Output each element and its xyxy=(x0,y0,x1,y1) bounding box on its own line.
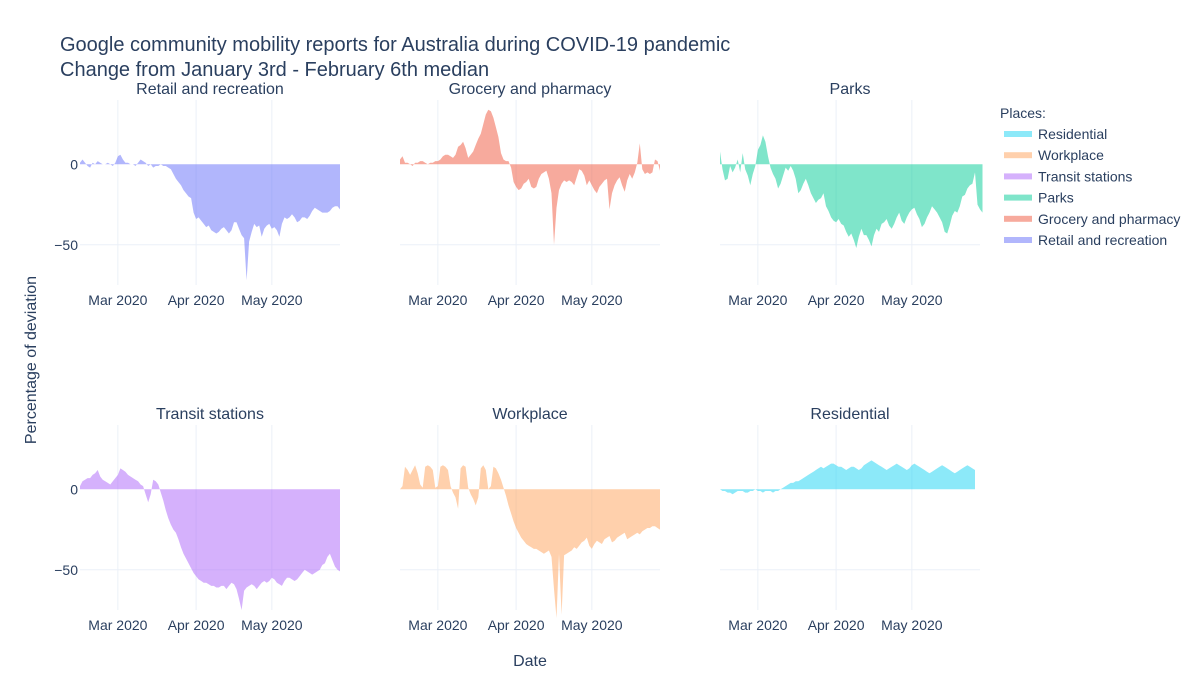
legend-swatch xyxy=(1004,194,1032,201)
y-tick-label: −50 xyxy=(54,237,78,253)
panel-parks: Mar 2020 Apr 2020 May 2020 Parks xyxy=(720,81,983,308)
legend-title: Places: xyxy=(1000,105,1046,121)
y-tick-label: −50 xyxy=(54,562,78,578)
panel-grocery-and-pharmacy: Mar 2020 Apr 2020 May 2020 Grocery and phar… xyxy=(400,81,660,308)
x-tick-label: Apr 2020 xyxy=(808,617,865,633)
legend-label: Retail and recreation xyxy=(1038,232,1167,248)
subplot-title: Transit stations xyxy=(156,406,264,423)
legend-label: Parks xyxy=(1038,190,1074,206)
y-axis-title: Percentage of deviation xyxy=(23,276,40,444)
area-series-workplace xyxy=(400,465,660,618)
area-series-retail-and-recreation xyxy=(80,154,340,281)
legend-item-retail-and-recreation: Retail and recreation xyxy=(1004,232,1167,248)
legend-swatch xyxy=(1004,173,1032,180)
x-tick-label: Apr 2020 xyxy=(168,617,225,633)
panel-transit-stations: Mar 2020 Apr 2020 May 2020 0 −50 Transit stat… xyxy=(54,406,340,633)
legend-swatch xyxy=(1004,215,1032,222)
legend-item-residential: Residential xyxy=(1004,126,1107,142)
x-tick-label: Apr 2020 xyxy=(168,292,225,308)
subplot-title: Retail and recreation xyxy=(136,81,284,98)
x-tick-label: Mar 2020 xyxy=(408,617,467,633)
legend-item-workplace: Workplace xyxy=(1004,147,1104,163)
x-axis-title: Date xyxy=(513,653,547,670)
legend-label: Transit stations xyxy=(1038,168,1132,184)
y-tick-label: 0 xyxy=(70,481,78,497)
chart-title: Google community mobility reports for Au… xyxy=(60,34,730,56)
legend-item-transit-stations: Transit stations xyxy=(1004,168,1132,184)
area-series-grocery-and-pharmacy xyxy=(400,109,660,245)
chart-subtitle: Change from January 3rd - February 6th m… xyxy=(60,59,489,81)
legend-label: Grocery and pharmacy xyxy=(1038,211,1180,227)
subplot-grid: Mar 2020 Apr 2020 May 2020 0 −50 Retail and r… xyxy=(54,81,983,633)
legend-swatch xyxy=(1004,131,1032,137)
x-tick-label: Apr 2020 xyxy=(808,292,865,308)
x-tick-label: May 2020 xyxy=(561,292,623,308)
x-tick-label: May 2020 xyxy=(881,292,943,308)
legend-swatch xyxy=(1004,152,1032,159)
x-tick-label: May 2020 xyxy=(881,617,943,633)
x-tick-label: Mar 2020 xyxy=(728,617,787,633)
x-tick-label: Mar 2020 xyxy=(408,292,467,308)
x-tick-label: May 2020 xyxy=(561,617,623,633)
legend-item-parks: Parks xyxy=(1004,190,1074,206)
legend-item-grocery-and-pharmacy: Grocery and pharmacy xyxy=(1004,211,1180,227)
y-tick-label: 0 xyxy=(70,156,78,172)
subplot-title: Grocery and pharmacy xyxy=(449,81,612,98)
area-series-transit-stations xyxy=(80,468,340,610)
legend-label: Workplace xyxy=(1038,147,1104,163)
x-tick-label: Mar 2020 xyxy=(88,617,147,633)
x-tick-label: Apr 2020 xyxy=(488,292,545,308)
x-tick-label: May 2020 xyxy=(241,617,303,633)
x-tick-label: May 2020 xyxy=(241,292,303,308)
panel-workplace: Mar 2020 Apr 2020 May 2020 Workplace xyxy=(400,406,660,633)
panel-residential: Mar 2020 Apr 2020 May 2020 Residential xyxy=(720,406,980,633)
panel-retail-and-recreation: Mar 2020 Apr 2020 May 2020 0 −50 Retail and r… xyxy=(54,81,340,308)
subplot-title: Residential xyxy=(810,406,889,423)
x-tick-label: Mar 2020 xyxy=(88,292,147,308)
subplot-title: Workplace xyxy=(492,406,567,423)
legend-swatch xyxy=(1004,237,1032,243)
x-tick-label: Mar 2020 xyxy=(728,292,787,308)
legend-label: Residential xyxy=(1038,126,1107,142)
x-tick-label: Apr 2020 xyxy=(488,617,545,633)
area-series-parks xyxy=(720,135,983,248)
legend: Places: Residential Workplace Transit stat… xyxy=(1000,105,1180,248)
subplot-title: Parks xyxy=(830,81,871,98)
area-series-residential xyxy=(720,460,975,495)
